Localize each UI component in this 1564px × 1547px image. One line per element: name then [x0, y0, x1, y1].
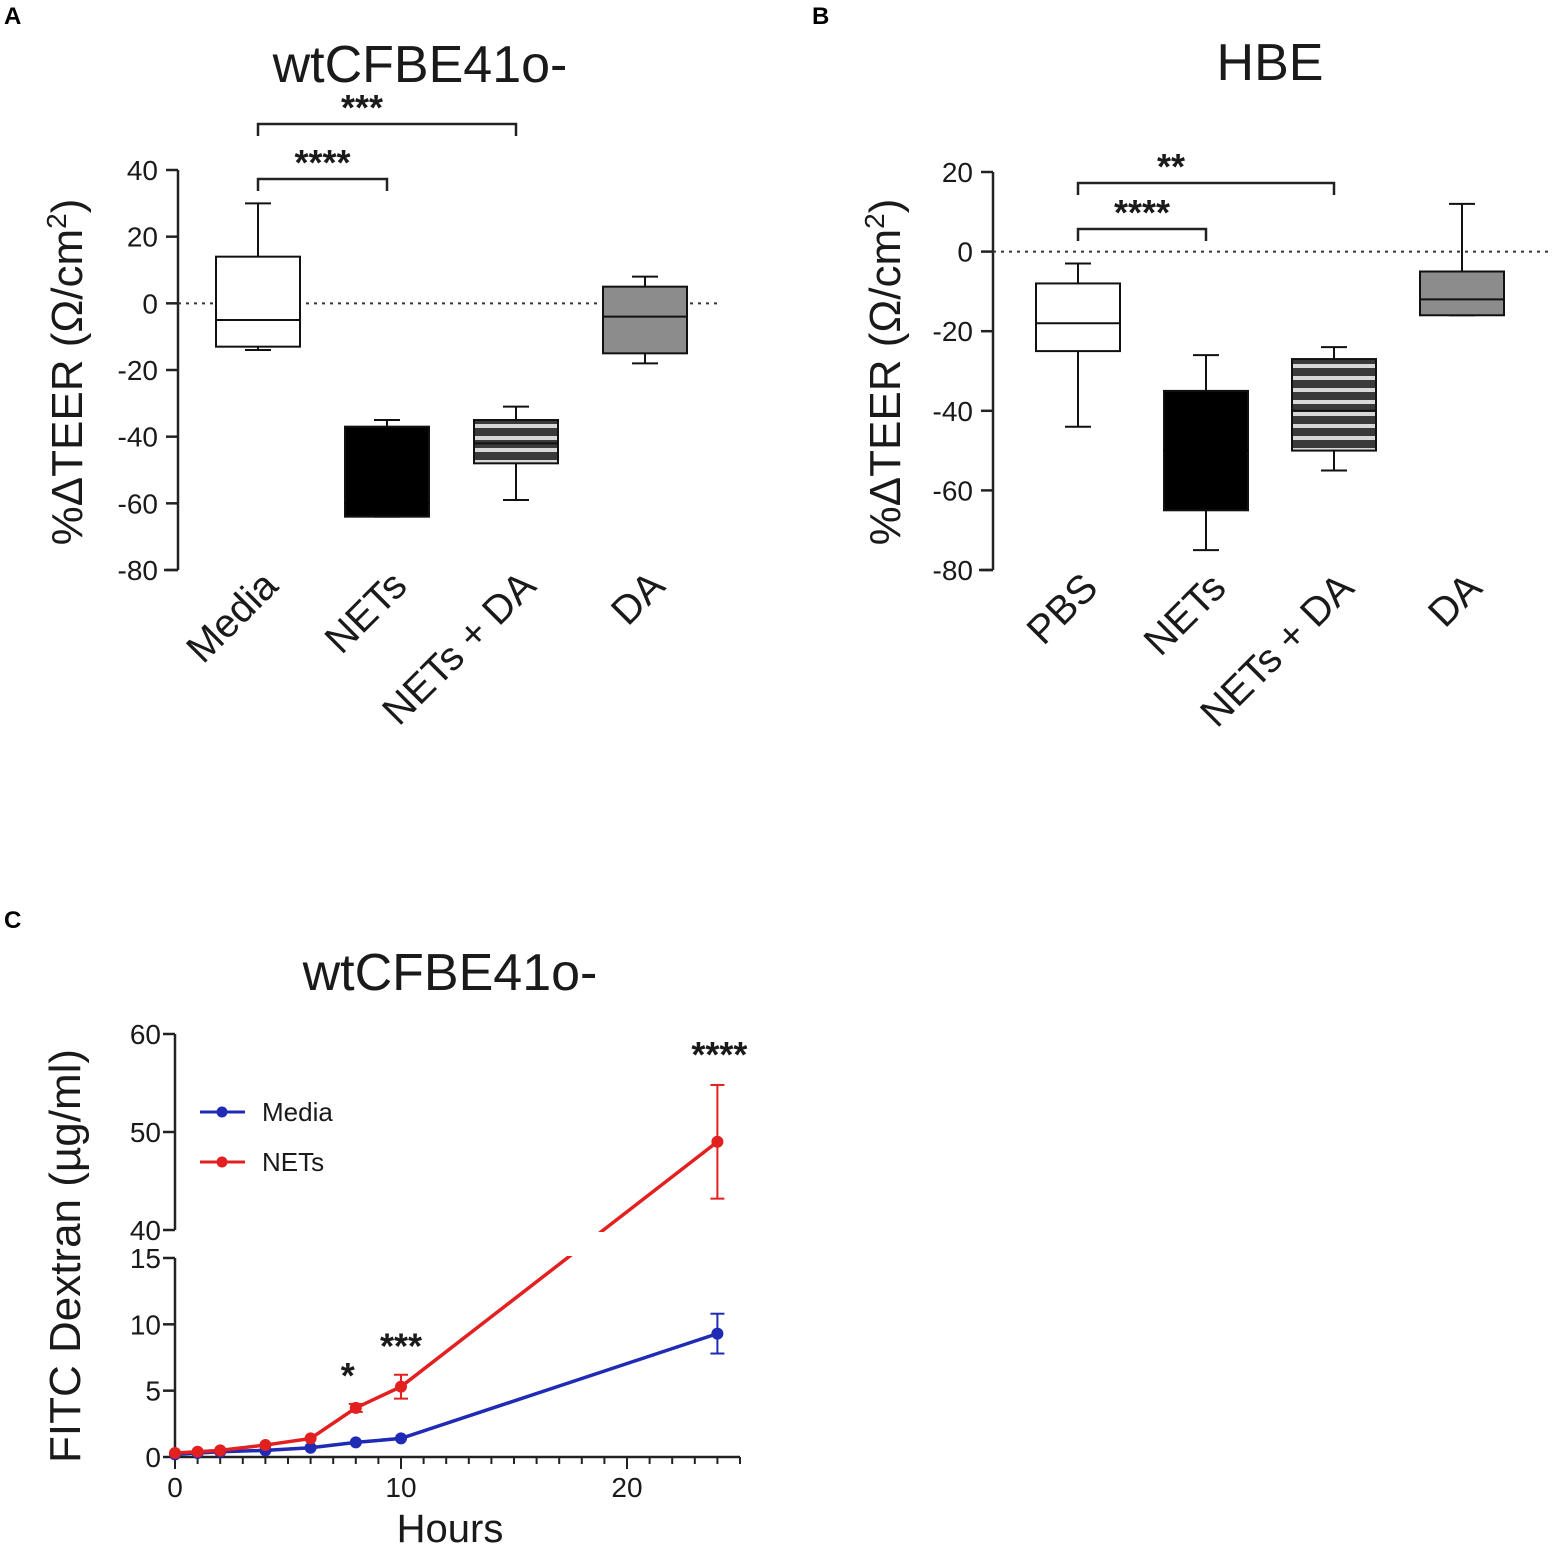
data-point-nets: [711, 1135, 724, 1148]
box-pbs: [1035, 282, 1121, 353]
y-tick-label: 40: [127, 155, 158, 186]
panel-b-ylabel: %ΔTEER (Ω/cm2): [859, 199, 910, 546]
significance-stars: ***: [380, 1326, 422, 1367]
y-tick-label: 5: [145, 1376, 161, 1407]
panel-c-ylabel: FITC Dextran (µg/ml): [41, 1049, 90, 1463]
legend-label: NETs: [262, 1147, 324, 1177]
panel-c-xlabel: Hours: [397, 1507, 504, 1547]
data-point-nets: [259, 1439, 272, 1452]
series-line-nets: [174, 1140, 719, 1455]
panel-letter-a: A: [4, 3, 21, 30]
significance-bracket: [1076, 181, 1336, 195]
y-tick-label: -40: [118, 422, 158, 453]
y-tick-label: 0: [957, 237, 973, 268]
panel-a-chart: wtCFBE41o- %ΔTEER (Ω/cm2) 40 20 0 -20 -40 -60…: [41, 36, 718, 733]
y-tick-label: -20: [933, 316, 973, 347]
y-tick-label: 15: [130, 1243, 161, 1274]
panel-b-title: HBE: [1217, 34, 1324, 92]
data-point-nets: [214, 1444, 227, 1457]
box-media: [215, 255, 301, 348]
panel-letter-b: B: [812, 3, 829, 30]
significance-stars: **: [1157, 146, 1185, 187]
box-nets: [344, 425, 430, 518]
legend-label: Media: [262, 1097, 333, 1127]
data-point-nets: [395, 1380, 407, 1393]
category-label: NETs: [317, 563, 416, 662]
category-label: Media: [178, 563, 287, 672]
x-tick-label: 10: [385, 1472, 416, 1503]
y-tick-label: 0: [145, 1442, 161, 1473]
legend-swatch-marker: [216, 1156, 228, 1168]
panel-b-chart: HBE %ΔTEER (Ω/cm2) 20 0 -20 -40 -60 -80 PBS NET…: [859, 34, 1548, 735]
significance-stars: ****: [691, 1034, 747, 1075]
significance-stars: *: [341, 1355, 355, 1396]
category-label: PBS: [1019, 565, 1107, 653]
y-tick-label: 60: [130, 1019, 161, 1050]
data-point-nets: [349, 1401, 362, 1414]
panel-c-title: wtCFBE41o-: [302, 944, 598, 1002]
x-tick-label: 0: [167, 1472, 183, 1503]
y-tick-label: -60: [118, 488, 158, 519]
box-da: [602, 285, 688, 355]
y-tick-label: -20: [118, 355, 158, 386]
box-nets-da: [1291, 358, 1377, 452]
panel-c-chart: wtCFBE41o- FITC Dextran (µg/ml) Hours 40…: [41, 944, 747, 1547]
significance-bracket: [1076, 227, 1208, 241]
data-point-media: [304, 1441, 317, 1454]
y-tick-label: 40: [130, 1215, 161, 1246]
significance-bracket: [256, 122, 518, 136]
data-point-media: [395, 1432, 407, 1445]
legend-swatch-marker: [216, 1106, 228, 1118]
panel-a-ylabel: %ΔTEER (Ω/cm2): [41, 199, 92, 546]
y-tick-label: 20: [127, 222, 158, 253]
panel-letter-c: C: [4, 907, 21, 934]
significance-stars: ****: [294, 142, 350, 183]
box-nets-da: [473, 419, 559, 465]
axis-break-gap: [560, 1232, 610, 1256]
data-point-nets: [169, 1447, 181, 1460]
data-point-nets: [191, 1445, 204, 1458]
y-tick-label: -80: [118, 555, 158, 586]
y-tick-label: 50: [130, 1117, 161, 1148]
significance-bracket: [256, 177, 389, 191]
category-label: NETs: [1136, 565, 1235, 664]
y-tick-label: -80: [933, 555, 973, 586]
data-point-media: [349, 1436, 362, 1449]
significance-stars: ***: [341, 87, 383, 128]
panel-a-title: wtCFBE41o-: [272, 36, 568, 94]
box-da: [1419, 270, 1505, 317]
data-point-nets: [304, 1432, 317, 1445]
data-point-media: [711, 1327, 724, 1340]
category-label: DA: [1420, 565, 1491, 636]
category-label: DA: [603, 563, 674, 634]
x-tick-label: 20: [611, 1472, 642, 1503]
y-tick-label: 0: [142, 288, 158, 319]
significance-stars: ****: [1114, 192, 1170, 233]
y-tick-label: -60: [933, 475, 973, 506]
y-tick-label: -40: [933, 396, 973, 427]
y-tick-label: 10: [130, 1309, 161, 1340]
y-tick-label: 20: [942, 157, 973, 188]
